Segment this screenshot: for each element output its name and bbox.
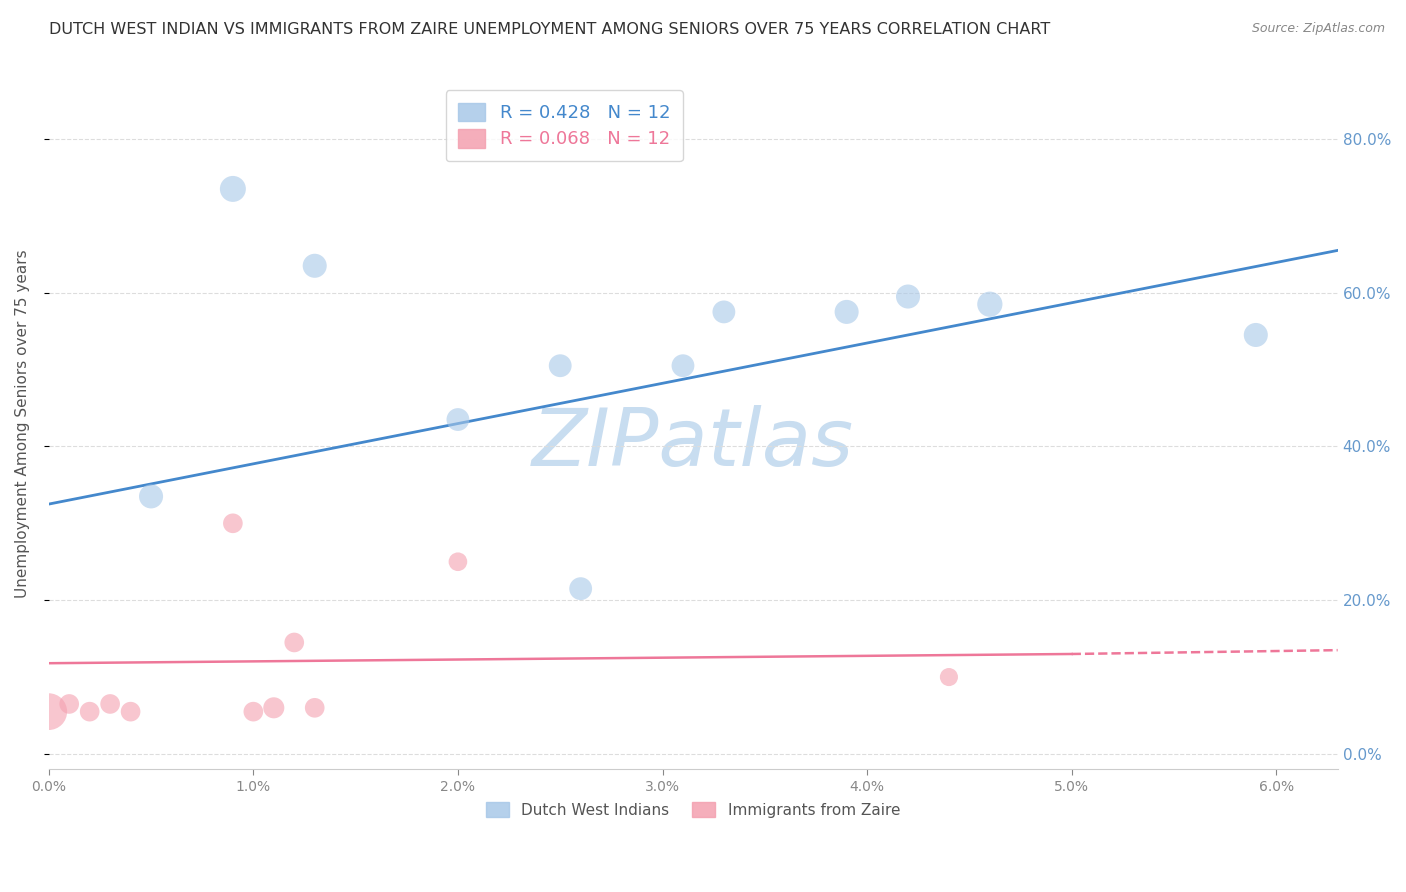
Text: DUTCH WEST INDIAN VS IMMIGRANTS FROM ZAIRE UNEMPLOYMENT AMONG SENIORS OVER 75 YE: DUTCH WEST INDIAN VS IMMIGRANTS FROM ZAI… xyxy=(49,22,1050,37)
Point xyxy=(835,305,858,319)
Point xyxy=(897,289,920,303)
Point xyxy=(120,705,142,719)
Text: ZIPatlas: ZIPatlas xyxy=(531,405,855,483)
Point xyxy=(263,701,285,715)
Point xyxy=(569,582,592,596)
Text: Source: ZipAtlas.com: Source: ZipAtlas.com xyxy=(1251,22,1385,36)
Y-axis label: Unemployment Among Seniors over 75 years: Unemployment Among Seniors over 75 years xyxy=(15,249,30,598)
Point xyxy=(1244,328,1267,343)
Point xyxy=(447,412,470,426)
Point xyxy=(304,701,326,715)
Point xyxy=(938,670,960,684)
Point xyxy=(304,259,326,273)
Point xyxy=(447,555,470,569)
Point xyxy=(979,297,1001,311)
Point xyxy=(283,635,305,649)
Point xyxy=(548,359,571,373)
Point xyxy=(58,697,80,711)
Point xyxy=(672,359,695,373)
Point xyxy=(139,490,162,504)
Point xyxy=(242,705,264,719)
Point xyxy=(222,516,245,531)
Point xyxy=(79,705,101,719)
Point xyxy=(38,705,60,719)
Point xyxy=(98,697,121,711)
Legend: Dutch West Indians, Immigrants from Zaire: Dutch West Indians, Immigrants from Zair… xyxy=(481,796,907,824)
Point xyxy=(222,182,245,196)
Point xyxy=(713,305,735,319)
